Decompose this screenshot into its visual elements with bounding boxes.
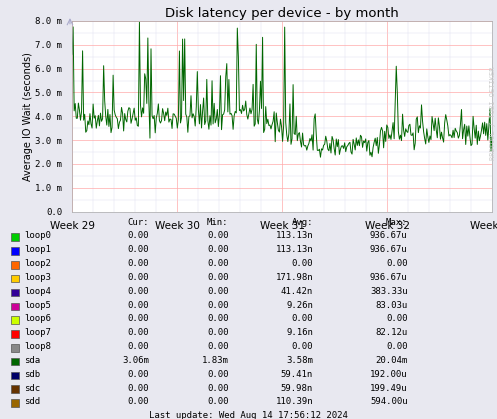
Text: 0.00: 0.00	[128, 314, 149, 323]
Text: 0.00: 0.00	[292, 259, 313, 268]
Text: loop4: loop4	[24, 287, 51, 296]
Text: Min:: Min:	[207, 218, 229, 228]
Text: 113.13n: 113.13n	[275, 245, 313, 254]
Text: Max:: Max:	[386, 218, 408, 228]
Text: 0.00: 0.00	[128, 231, 149, 241]
Text: 936.67u: 936.67u	[370, 231, 408, 241]
Text: 3.06m: 3.06m	[122, 356, 149, 365]
Text: 171.98n: 171.98n	[275, 273, 313, 282]
Text: 82.12u: 82.12u	[375, 328, 408, 337]
Text: 0.00: 0.00	[128, 273, 149, 282]
Text: 9.26n: 9.26n	[286, 300, 313, 310]
Text: 3.58m: 3.58m	[286, 356, 313, 365]
Text: 594.00u: 594.00u	[370, 397, 408, 406]
Text: 1.83m: 1.83m	[202, 356, 229, 365]
Text: loop7: loop7	[24, 328, 51, 337]
Text: 936.67u: 936.67u	[370, 273, 408, 282]
Text: 59.41n: 59.41n	[281, 370, 313, 379]
Text: 0.00: 0.00	[386, 314, 408, 323]
Text: 20.04m: 20.04m	[375, 356, 408, 365]
Text: 0.00: 0.00	[207, 328, 229, 337]
Text: 0.00: 0.00	[207, 383, 229, 393]
Text: loop1: loop1	[24, 245, 51, 254]
Text: 199.49u: 199.49u	[370, 383, 408, 393]
Text: 83.03u: 83.03u	[375, 300, 408, 310]
Text: 0.00: 0.00	[207, 273, 229, 282]
Text: sda: sda	[24, 356, 40, 365]
Text: 0.00: 0.00	[128, 328, 149, 337]
Text: 0.00: 0.00	[386, 259, 408, 268]
Text: 110.39n: 110.39n	[275, 397, 313, 406]
Text: 0.00: 0.00	[128, 383, 149, 393]
Text: loop5: loop5	[24, 300, 51, 310]
Text: 0.00: 0.00	[207, 259, 229, 268]
Text: 59.98n: 59.98n	[281, 383, 313, 393]
Text: Last update: Wed Aug 14 17:56:12 2024: Last update: Wed Aug 14 17:56:12 2024	[149, 411, 348, 419]
Text: 0.00: 0.00	[128, 287, 149, 296]
Text: 192.00u: 192.00u	[370, 370, 408, 379]
Text: 0.00: 0.00	[128, 342, 149, 351]
Text: 41.42n: 41.42n	[281, 287, 313, 296]
Text: loop0: loop0	[24, 231, 51, 241]
Text: 0.00: 0.00	[207, 287, 229, 296]
Text: RRDTOOL / TOBI OETIKER: RRDTOOL / TOBI OETIKER	[490, 66, 496, 160]
Text: loop3: loop3	[24, 273, 51, 282]
Text: 0.00: 0.00	[128, 397, 149, 406]
Title: Disk latency per device - by month: Disk latency per device - by month	[165, 7, 399, 20]
Text: sdc: sdc	[24, 383, 40, 393]
Text: 0.00: 0.00	[207, 342, 229, 351]
Text: loop6: loop6	[24, 314, 51, 323]
Text: 0.00: 0.00	[207, 245, 229, 254]
Y-axis label: Average IO Wait (seconds): Average IO Wait (seconds)	[23, 52, 33, 181]
Text: 0.00: 0.00	[128, 370, 149, 379]
Text: 936.67u: 936.67u	[370, 245, 408, 254]
Text: 113.13n: 113.13n	[275, 231, 313, 241]
Text: 0.00: 0.00	[292, 314, 313, 323]
Text: 0.00: 0.00	[207, 397, 229, 406]
Text: Cur:: Cur:	[128, 218, 149, 228]
Text: 0.00: 0.00	[207, 314, 229, 323]
Text: 9.16n: 9.16n	[286, 328, 313, 337]
Text: 0.00: 0.00	[386, 342, 408, 351]
Text: 0.00: 0.00	[207, 370, 229, 379]
Text: sdd: sdd	[24, 397, 40, 406]
Text: 0.00: 0.00	[207, 231, 229, 241]
Text: 383.33u: 383.33u	[370, 287, 408, 296]
Text: 0.00: 0.00	[128, 259, 149, 268]
Text: loop8: loop8	[24, 342, 51, 351]
Text: sdb: sdb	[24, 370, 40, 379]
Text: 0.00: 0.00	[128, 245, 149, 254]
Text: 0.00: 0.00	[292, 342, 313, 351]
Text: loop2: loop2	[24, 259, 51, 268]
Text: 0.00: 0.00	[128, 300, 149, 310]
Text: 0.00: 0.00	[207, 300, 229, 310]
Text: Avg:: Avg:	[292, 218, 313, 228]
